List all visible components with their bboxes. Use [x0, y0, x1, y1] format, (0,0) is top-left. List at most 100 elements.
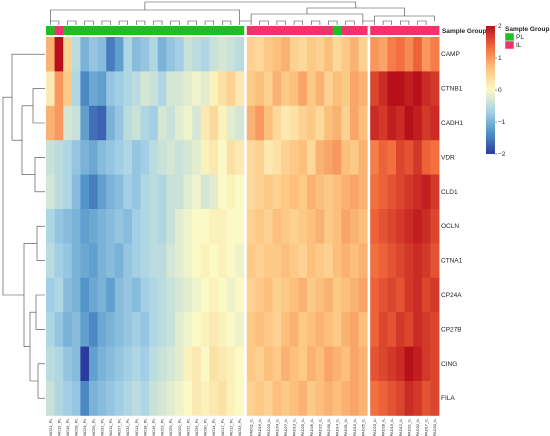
annotation-cell [200, 26, 210, 35]
heatmap-cell [235, 277, 245, 313]
dendrogram-branch [11, 53, 45, 141]
dendrogram-branch [328, 20, 338, 25]
heatmap-cell [106, 209, 116, 244]
heatmap-cell [157, 243, 167, 279]
heatmap-cell [166, 174, 176, 210]
heatmap-cell [140, 209, 150, 244]
heatmap-cell [192, 243, 202, 279]
color-scale-legend: 2 1 0 −1 −2 [486, 23, 506, 158]
heatmap-cell [175, 105, 184, 141]
heatmap-cell [430, 243, 440, 279]
heatmap-cell [166, 312, 176, 347]
heatmap-cell [264, 346, 273, 382]
heatmap-cell [307, 312, 316, 347]
heatmap-cell [54, 209, 64, 244]
heatmap-cell [396, 312, 405, 347]
heatmap-cell [324, 37, 334, 72]
heatmap-cell [341, 277, 351, 313]
heatmap-cell [71, 277, 81, 313]
sample-label: PAD31_PL [99, 418, 104, 436]
heatmap-cell [140, 312, 150, 347]
heatmap-cell [246, 381, 256, 416]
dendrogram-branch [250, 13, 364, 21]
dendrogram-branch [170, 20, 180, 25]
heatmap-cell [71, 209, 81, 244]
heatmap-cell [324, 381, 334, 416]
sample-label: PAD17_PL [220, 418, 225, 436]
heatmap-cell [183, 140, 193, 175]
heatmap-cell [387, 105, 397, 141]
annotation-cell [315, 26, 325, 35]
heatmap-cell [272, 312, 282, 347]
heatmap-cell [209, 71, 219, 107]
heatmap-cell [350, 381, 359, 416]
heatmap-cell [123, 209, 133, 244]
heatmap-cell [71, 174, 81, 210]
heatmap-cell [404, 346, 414, 382]
annotation-cell [140, 26, 150, 35]
heatmap-cell [307, 381, 316, 416]
heatmap-cell [298, 174, 308, 210]
heatmap-cell [218, 381, 227, 416]
heatmap-cell [123, 37, 133, 72]
heatmap-cell [235, 209, 245, 244]
heatmap-cell [404, 209, 414, 244]
heatmap-cell [341, 381, 351, 416]
heatmap-cell [298, 209, 308, 244]
dendrogram-branch [187, 20, 197, 25]
heatmap-cell [289, 105, 299, 141]
sample-label: PAD22_IL [317, 418, 322, 436]
heatmap-cell [166, 140, 176, 175]
heatmap-cell [264, 277, 273, 313]
heatmap-cell [209, 381, 219, 416]
heatmap-cell [235, 71, 245, 107]
heatmap-cell [63, 312, 73, 347]
heatmap-cell [341, 346, 351, 382]
heatmap-cell [413, 71, 423, 107]
heatmap-cell [192, 37, 202, 72]
heatmap-cell [387, 140, 397, 175]
heatmap-cell [264, 243, 273, 279]
heatmap-cell [341, 140, 351, 175]
heatmap-cell [80, 346, 90, 382]
annotation-cell [132, 26, 141, 35]
heatmap-cell [97, 71, 107, 107]
heatmap-cell [404, 381, 414, 416]
heatmap-cell [175, 174, 184, 210]
annotation-cell [97, 26, 107, 35]
annotation-cell [341, 26, 351, 35]
heatmap-cell [175, 381, 184, 416]
annotation-cell [370, 26, 380, 35]
heatmap-cell [307, 243, 316, 279]
heatmap-cell [358, 71, 368, 107]
heatmap-cell [246, 140, 256, 175]
heatmap-cell [218, 312, 227, 347]
heatmap-cell [226, 71, 236, 107]
annotation-cell [183, 26, 193, 35]
heatmap-cell [298, 140, 308, 175]
heatmap-cell [54, 140, 64, 175]
heatmap-cell [97, 37, 107, 72]
heatmap-cell [218, 105, 227, 141]
heatmap-cell [46, 174, 55, 210]
heatmap-cell [175, 312, 184, 347]
heatmap-cell [200, 243, 210, 279]
dendrogram-branch [259, 20, 269, 25]
dendrogram-branch [35, 294, 45, 330]
heatmap-cell [192, 174, 202, 210]
heatmap-cell [200, 105, 210, 141]
heatmap-cell [324, 140, 334, 175]
heatmap-cell [71, 37, 81, 72]
heatmap-cell [132, 277, 141, 313]
sample-labels: PAD21_PL PAD19_PL PAD15_PL PAD28_PL PAD24_PL… [48, 418, 437, 436]
heatmap-cell [218, 140, 227, 175]
dendrogram-branch [32, 88, 45, 124]
sample-label: PAD15_PL [65, 418, 70, 436]
heatmap-cell [192, 346, 202, 382]
heatmap-cell [272, 105, 282, 141]
heatmap-cell [396, 209, 405, 244]
heatmap-cell [46, 277, 55, 313]
sample-label: PAD24_IL [274, 418, 279, 436]
heatmap-cell [226, 174, 236, 210]
heatmap-cell [281, 140, 291, 175]
